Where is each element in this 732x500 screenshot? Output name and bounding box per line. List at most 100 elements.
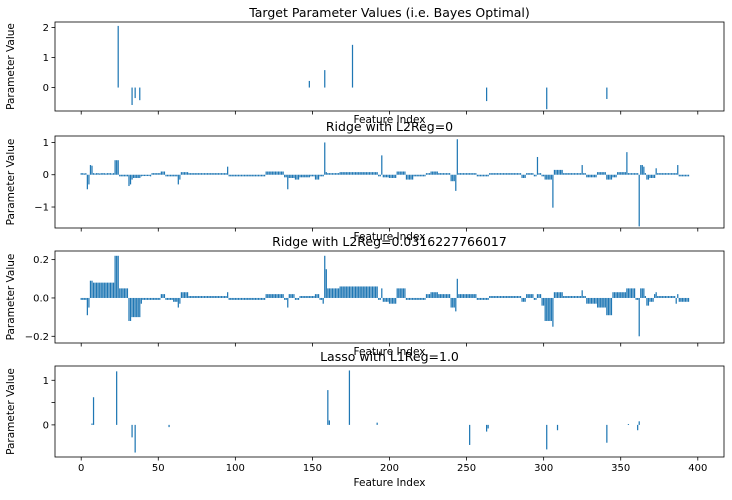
bar [595, 297, 597, 304]
bar [640, 165, 642, 175]
bar [328, 420, 330, 425]
bar [336, 173, 338, 175]
bar [396, 171, 398, 175]
bar [546, 174, 548, 180]
bar [319, 297, 321, 300]
bar [425, 294, 428, 298]
bar [652, 174, 654, 178]
axes-frame [54, 21, 725, 112]
bar [230, 174, 232, 177]
bar [131, 297, 133, 318]
bar [376, 172, 378, 175]
bar [445, 294, 448, 298]
bar [242, 297, 244, 300]
bar [479, 297, 482, 300]
bar [96, 282, 98, 298]
bar [450, 297, 452, 308]
bar [199, 173, 201, 175]
bar [559, 292, 562, 298]
bar [425, 173, 428, 175]
bar [97, 282, 99, 298]
bar [384, 297, 386, 302]
bar [205, 173, 207, 175]
bar [667, 296, 670, 298]
bar [412, 297, 414, 300]
bar [103, 282, 105, 298]
bar [413, 174, 415, 177]
bar [581, 165, 583, 175]
bar [159, 297, 161, 300]
bar [677, 165, 679, 175]
bar [370, 286, 372, 298]
bar [399, 171, 401, 175]
bar [128, 297, 130, 321]
bar [465, 294, 468, 298]
bar [327, 173, 329, 175]
bar [293, 174, 295, 178]
bar [402, 171, 404, 175]
bar [267, 294, 269, 298]
bar [260, 174, 263, 177]
bar [94, 173, 96, 175]
bar [338, 288, 340, 298]
bar [507, 296, 509, 298]
bar [339, 286, 341, 298]
bar [461, 294, 463, 298]
bar [371, 286, 374, 298]
bar [273, 294, 275, 298]
x-tick-label: 300 [534, 463, 553, 474]
bar [529, 173, 531, 175]
bar [415, 174, 417, 177]
bar [544, 297, 546, 321]
bar [179, 297, 181, 304]
bar [114, 255, 116, 298]
bar [595, 174, 597, 178]
bar [112, 282, 115, 298]
bar [563, 296, 565, 298]
bar [680, 297, 682, 302]
bar [422, 297, 425, 300]
bar [558, 292, 560, 298]
bar [563, 173, 565, 175]
y-axis-label: Parameter Value [5, 254, 17, 341]
subplot-3: Ridge with L2Reg=0.0316227766017 −0.2 0.0 0… [5, 234, 725, 358]
bar [222, 173, 224, 175]
bar [674, 173, 676, 175]
bar [92, 173, 95, 175]
bar [547, 297, 549, 321]
bar [430, 171, 432, 175]
bar [174, 174, 176, 177]
bar [277, 294, 280, 298]
bar [100, 282, 102, 298]
bar [86, 174, 88, 190]
bar [250, 174, 252, 177]
bar [91, 280, 93, 298]
bar [94, 282, 96, 298]
bar [607, 174, 609, 180]
bar [234, 297, 236, 300]
y-tick-label: 0.0 [33, 293, 49, 304]
bar [391, 297, 394, 304]
bar [203, 173, 206, 175]
bar [230, 297, 232, 300]
bar [583, 173, 585, 175]
bar [387, 174, 389, 178]
bar [131, 174, 133, 180]
bar [262, 174, 264, 177]
bar [359, 286, 361, 298]
bar [388, 297, 391, 304]
bar [635, 173, 637, 175]
bar [627, 423, 630, 425]
bar [202, 173, 204, 175]
bar [259, 297, 261, 300]
bar [351, 172, 354, 175]
bar [515, 296, 517, 298]
bar [319, 174, 321, 177]
bar [617, 292, 619, 298]
bar [575, 173, 577, 175]
bar [136, 174, 138, 178]
bar [432, 171, 434, 175]
bar [362, 286, 364, 298]
bar [539, 173, 542, 175]
bar [538, 173, 540, 175]
